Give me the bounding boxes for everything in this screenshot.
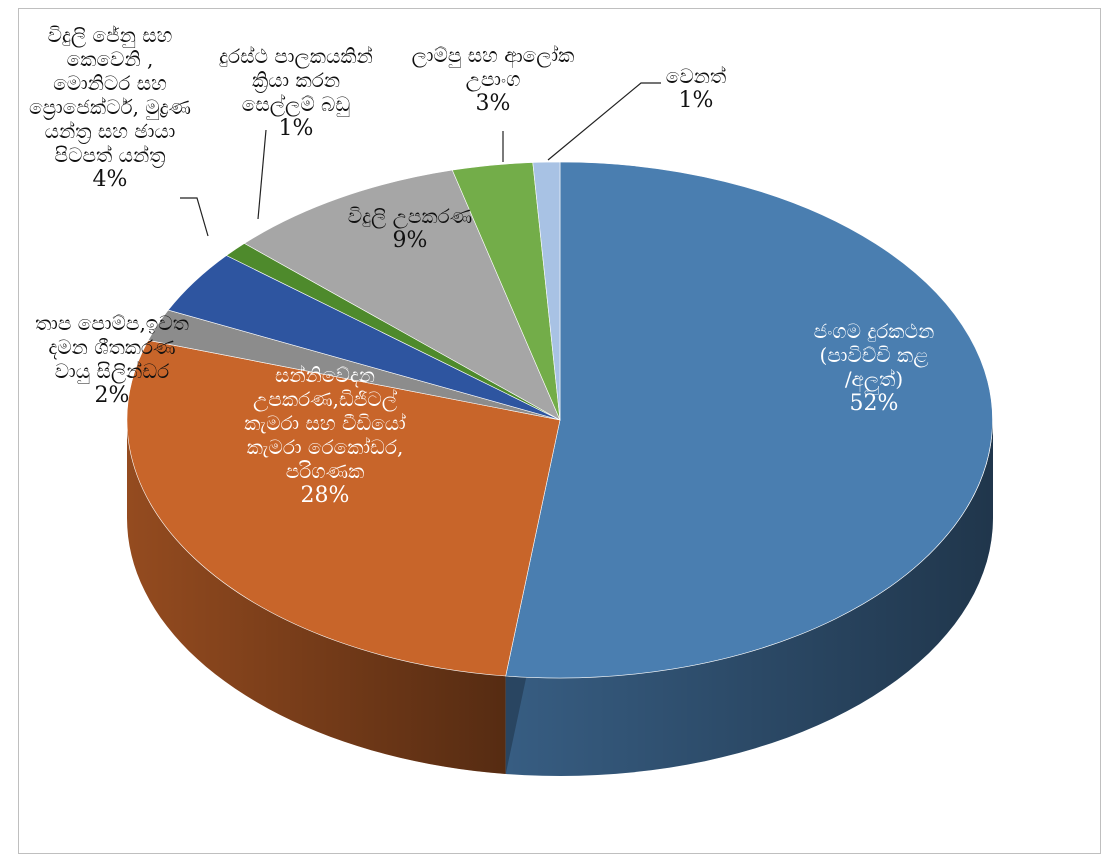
slice-label-2-line-0: තාප පොම්ප,ඉවත (35, 311, 189, 335)
slice-label-3-line-3: ප්‍රොජෙක්ටර්, මුද්‍රණ (29, 95, 191, 121)
slice-percent-2: 2% (95, 383, 130, 408)
leader-line-4 (257, 129, 267, 220)
slice-label-3-line-4: යන්ත්‍ර සහ ඡායා (45, 119, 176, 144)
slice-label-0-line-1: (පාවිච්චි කළ (820, 343, 929, 368)
slice-label-0-line-0: ජංගම දුරකථන (814, 319, 935, 343)
slice-label-3-line-5: පිටපත් යන්ත්‍ර (55, 143, 166, 168)
slice-percent-5: 9% (393, 228, 428, 253)
slice-label-2-line-1: දමන ශීතකරණ (48, 335, 175, 359)
slice-label-6-line-0: ලාම්පු සහ ආලෝක (412, 43, 575, 69)
slice-percent-7: 1% (679, 88, 714, 113)
slice-percent-3: 4% (93, 167, 128, 192)
pie-tops (126, 161, 993, 679)
slice-label-6-line-1: උපාංග (466, 67, 521, 92)
slice-label-3-line-1: කෙවෙනි , (67, 47, 154, 71)
slice-labels: ජංගම දුරකථන(පාවිච්චි කළ/අලුත්)52% සන්නිවේ… (29, 23, 934, 508)
slice-label-1-line-3: කැමරා රෙකෝඩර, (247, 435, 404, 459)
slice-label-7-line-0: වෙනත් (666, 64, 726, 88)
slice-label-1-line-1: උපකරණ,ඩිජිටල් (253, 387, 397, 412)
slice-percent-0: 52% (850, 391, 899, 416)
pie-slice-5 (243, 169, 561, 421)
slice-label-1-line-0: සන්නිවේදන (275, 363, 375, 387)
pie-slice-7 (532, 161, 561, 421)
pie-slice-1 (126, 339, 561, 677)
slice-percent-4: 1% (279, 116, 314, 141)
slice-label-3-line-2: මොනිටර සහ (53, 71, 167, 95)
slice-label-4-line-2: සෙල්ලම් බඩු (242, 92, 351, 118)
slice-label-5-line-0: විදුලි උපකරණ (348, 204, 472, 229)
leader-line-7 (547, 82, 661, 161)
slice-label-4-line-1: ක්‍රියා කරන (252, 68, 340, 93)
slice-percent-6: 3% (476, 91, 511, 116)
slice-label-4-line-0: දුරස්ථ පාලකයකින් (219, 44, 373, 69)
leader-line-3 (180, 197, 209, 237)
slice-label-3-line-0: විදුලි ජේනු සහ (48, 23, 173, 48)
slice-percent-1: 28% (301, 483, 350, 508)
pie-side-shade-1 (127, 420, 506, 774)
slice-label-1-line-4: පරිගණක (286, 459, 365, 483)
slice-label-0-line-2: /අලුත්) (845, 367, 903, 394)
slice-label-1-line-2: කැමරා සහ වීඩියෝ (244, 411, 405, 435)
slice-label-2-line-2: වායු සිලින්ඩර (55, 359, 169, 385)
leader-lines (180, 82, 661, 237)
pie-side-shade-0 (505, 420, 993, 776)
pie-slice-0 (505, 161, 993, 679)
